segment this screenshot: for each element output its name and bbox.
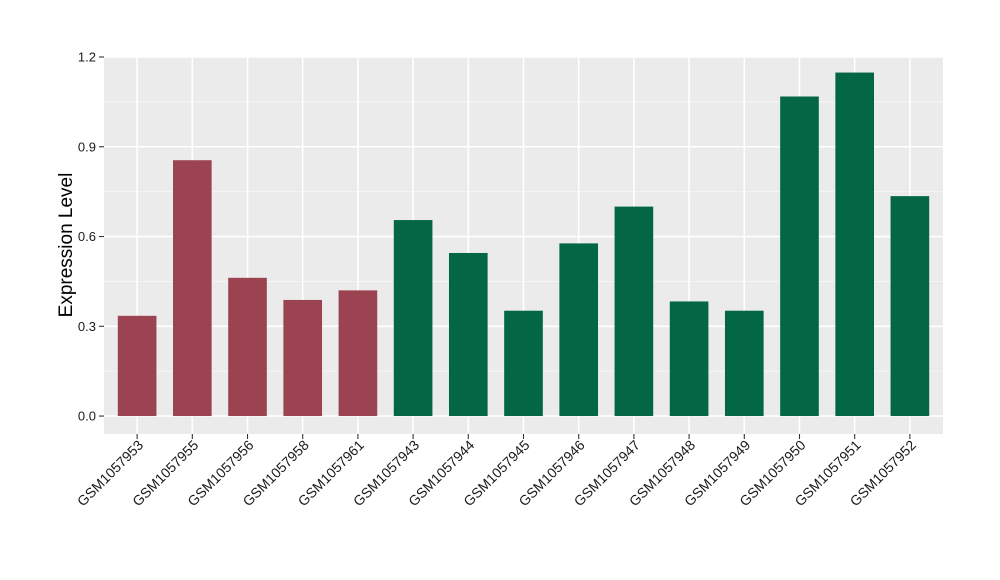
bar-GSM1057947	[614, 206, 654, 417]
y-axis: 0.0 0.3 0.6 0.9 1.2	[78, 50, 104, 424]
bar-GSM1057958	[283, 299, 323, 417]
y-tick-label: 0.3	[78, 319, 96, 334]
bars	[117, 72, 930, 417]
bar-GSM1057956	[228, 277, 267, 417]
x-axis: GSM1057953GSM1057955GSM1057956GSM1057958…	[74, 434, 919, 509]
y-tick-label: 0.9	[78, 139, 96, 154]
bar-GSM1057944	[448, 252, 488, 417]
bar-GSM1057950	[780, 96, 819, 417]
bar-GSM1057943	[393, 220, 433, 417]
bar-GSM1057953	[117, 315, 157, 417]
bar-GSM1057951	[835, 72, 875, 417]
y-tick-label: 0.0	[78, 409, 96, 424]
y-tick-label: 1.2	[78, 50, 96, 65]
bar-GSM1057961	[338, 290, 378, 417]
bar-GSM1057952	[890, 196, 930, 417]
bar-GSM1057949	[724, 310, 764, 417]
bar-GSM1057946	[559, 243, 599, 417]
bar-GSM1057955	[172, 160, 212, 417]
bar-GSM1057945	[504, 310, 543, 417]
bar-GSM1057948	[669, 301, 709, 417]
y-tick-label: 0.6	[78, 229, 96, 244]
y-axis-title: Expression Level	[56, 173, 77, 318]
